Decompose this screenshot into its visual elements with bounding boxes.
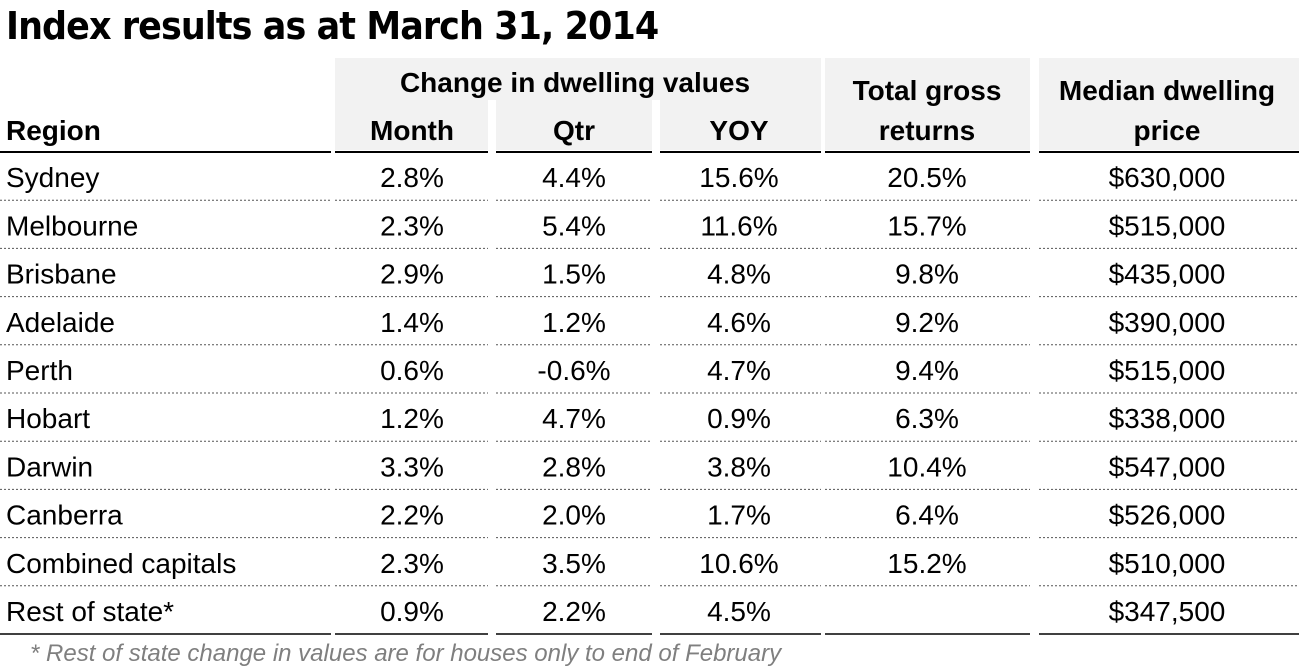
cell-yoy: 10.6%: [699, 548, 778, 579]
cell-total: 6.3%: [895, 403, 959, 434]
cell-total: 9.8%: [895, 259, 959, 290]
cell-yoy: 1.7%: [707, 500, 771, 531]
cell-qtr: -0.6%: [537, 355, 610, 386]
header-total-line2: returns: [879, 115, 975, 146]
cell-qtr: 2.0%: [542, 500, 606, 531]
cell-region: Melbourne: [6, 210, 138, 241]
cell-yoy: 11.6%: [700, 210, 777, 241]
header-total-line1: Total gross: [853, 75, 1002, 106]
header-bg-change: [335, 58, 821, 150]
cell-region: Rest of state*: [6, 596, 174, 627]
cell-median: $547,000: [1109, 451, 1226, 482]
cell-yoy: 4.7%: [707, 355, 771, 386]
cell-qtr: 1.2%: [542, 307, 606, 338]
group-header-change: Change in dwelling values: [400, 67, 750, 98]
cell-median: $630,000: [1109, 162, 1226, 193]
cell-month: 2.9%: [380, 259, 444, 290]
cell-month: 3.3%: [380, 451, 444, 482]
header-month: Month: [370, 115, 454, 146]
table-footnote: * Rest of state change in values are for…: [30, 640, 782, 667]
cell-median: $526,000: [1109, 500, 1226, 531]
cell-total: 9.2%: [895, 307, 959, 338]
cell-median: $515,000: [1109, 355, 1226, 386]
cell-yoy: 3.8%: [707, 451, 771, 482]
cell-month: 2.3%: [380, 210, 444, 241]
cell-yoy: 4.5%: [707, 596, 771, 627]
cell-qtr: 5.4%: [542, 210, 606, 241]
cell-total: 10.4%: [887, 451, 966, 482]
cell-qtr: 4.7%: [542, 403, 606, 434]
cell-qtr: 3.5%: [542, 548, 606, 579]
cell-median: $510,000: [1109, 548, 1226, 579]
cell-total: 9.4%: [895, 355, 959, 386]
cell-region: Brisbane: [6, 259, 117, 290]
cell-qtr: 4.4%: [542, 162, 606, 193]
cell-yoy: 15.6%: [699, 162, 778, 193]
header-median-line2: price: [1134, 115, 1201, 146]
cell-region: Hobart: [6, 403, 90, 434]
header-qtr: Qtr: [553, 115, 595, 146]
cell-median: $338,000: [1109, 403, 1226, 434]
cell-month: 0.9%: [380, 596, 444, 627]
header-bg-median: [1039, 58, 1299, 150]
cell-region: Combined capitals: [6, 548, 236, 579]
cell-yoy: 4.6%: [707, 307, 771, 338]
table-title: Index results as at March 31, 2014: [6, 4, 659, 48]
cell-total: 6.4%: [895, 500, 959, 531]
cell-yoy: 0.9%: [707, 403, 771, 434]
header-yoy: YOY: [709, 115, 768, 146]
cell-region: Sydney: [6, 162, 99, 193]
header-median-line1: Median dwelling: [1059, 75, 1275, 106]
cell-total: 20.5%: [887, 162, 966, 193]
cell-month: 0.6%: [380, 355, 444, 386]
cell-qtr: 2.8%: [542, 451, 606, 482]
cell-month: 2.3%: [380, 548, 444, 579]
cell-median: $435,000: [1109, 259, 1226, 290]
cell-month: 1.2%: [380, 403, 444, 434]
cell-month: 2.2%: [380, 500, 444, 531]
cell-median: $347,500: [1109, 596, 1226, 627]
cell-qtr: 2.2%: [542, 596, 606, 627]
cell-yoy: 4.8%: [707, 259, 771, 290]
cell-region: Adelaide: [6, 307, 115, 338]
cell-median: $515,000: [1109, 210, 1226, 241]
cell-region: Darwin: [6, 451, 93, 482]
cell-region: Canberra: [6, 500, 123, 531]
cell-month: 1.4%: [380, 307, 444, 338]
cell-qtr: 1.5%: [542, 259, 606, 290]
header-gap-1: [488, 100, 496, 150]
cell-month: 2.8%: [380, 162, 444, 193]
header-bg-total: [825, 58, 1030, 150]
cell-total: 15.2%: [887, 548, 966, 579]
header-region: Region: [6, 115, 101, 146]
cell-total: 15.7%: [887, 210, 966, 241]
header-gap-2: [652, 100, 660, 150]
cell-median: $390,000: [1109, 307, 1226, 338]
cell-region: Perth: [6, 355, 73, 386]
